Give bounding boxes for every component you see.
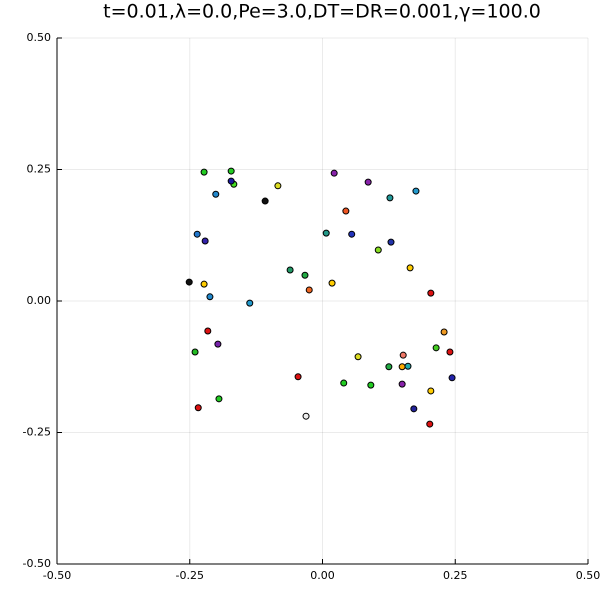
point (286, 266, 294, 274)
point (426, 420, 434, 428)
point (448, 374, 456, 382)
point (364, 178, 372, 186)
point (406, 264, 414, 272)
y-tick-label: 0.00 (27, 294, 52, 307)
y-tick-label: 0.25 (27, 163, 52, 176)
point (294, 373, 302, 381)
x-tick-label: -0.25 (176, 569, 204, 582)
point (193, 230, 201, 238)
point (374, 246, 382, 254)
point (212, 190, 220, 198)
point (432, 344, 440, 352)
point (385, 363, 393, 371)
point (440, 328, 448, 336)
point (200, 168, 208, 176)
point (261, 197, 269, 205)
point (204, 327, 212, 335)
point (185, 278, 193, 286)
point (398, 380, 406, 388)
point (215, 395, 223, 403)
x-tick-label: 0.25 (443, 569, 468, 582)
point (206, 293, 214, 301)
point (387, 238, 395, 246)
point (246, 299, 254, 307)
point (354, 353, 362, 361)
point (348, 230, 356, 238)
point (410, 405, 418, 413)
point (386, 194, 394, 202)
point (227, 177, 235, 185)
point (404, 362, 412, 370)
x-tick-label: -0.50 (43, 569, 71, 582)
point (214, 340, 222, 348)
point (301, 271, 309, 279)
point (367, 381, 375, 389)
point (227, 167, 235, 175)
point (427, 289, 435, 297)
point (322, 229, 330, 237)
y-tick-label: 0.50 (27, 31, 52, 44)
point (330, 169, 338, 177)
point (398, 363, 406, 371)
point (194, 404, 202, 412)
x-tick-label: 0.50 (576, 569, 600, 582)
y-tick-label: -0.25 (23, 426, 51, 439)
point (201, 237, 209, 245)
point (340, 379, 348, 387)
point (427, 387, 435, 395)
point (305, 286, 313, 294)
point (446, 348, 454, 356)
x-tick-label: 0.00 (310, 569, 335, 582)
point (200, 280, 208, 288)
y-tick-label: -0.50 (23, 557, 51, 570)
point (302, 412, 310, 420)
point (328, 279, 336, 287)
point (342, 207, 350, 215)
chart-title: t=0.01,λ=0.0,Pe=3.0,DT=DR=0.001,γ=100.0 (103, 1, 541, 23)
point (399, 351, 407, 359)
point (191, 348, 199, 356)
point (412, 187, 420, 195)
point (274, 182, 282, 190)
